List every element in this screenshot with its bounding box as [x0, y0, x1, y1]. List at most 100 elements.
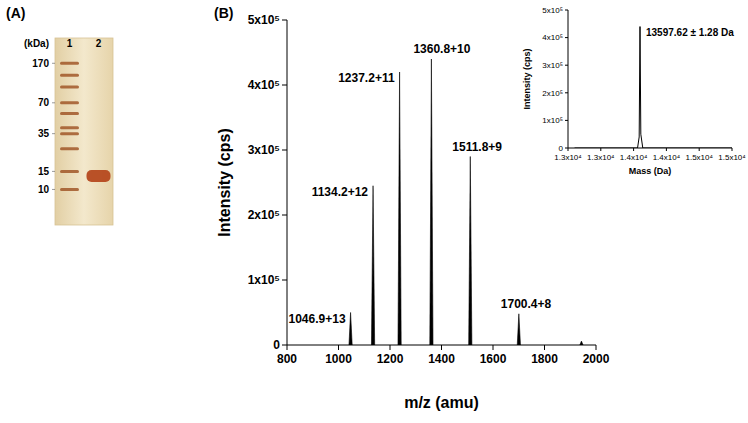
- tick-label: 0: [273, 338, 280, 352]
- tick-label: 5x10⁵: [248, 13, 280, 27]
- tick: [282, 20, 287, 21]
- tick: [282, 150, 287, 151]
- tick-label: 4x10⁵: [248, 78, 280, 92]
- tick-label: 2000: [583, 352, 610, 366]
- tick: [282, 345, 287, 346]
- tick-label: 1800: [531, 352, 558, 366]
- tick-label: 1000: [325, 352, 352, 366]
- tick: [338, 345, 339, 350]
- tick-label: 1.4x10⁴: [653, 153, 681, 162]
- trace: [575, 27, 732, 148]
- tick: [493, 345, 494, 350]
- tick-label: 1.4x10⁴: [620, 153, 648, 162]
- peak-label: 1134.2+12: [312, 185, 369, 199]
- tick-label: 0: [559, 144, 564, 153]
- y-axis: [568, 10, 569, 148]
- tick-label: 3x10⁵: [542, 61, 563, 70]
- peaks: [349, 59, 583, 345]
- tick: [52, 189, 55, 190]
- tick-label: 5x10⁵: [542, 6, 563, 15]
- lane-label: 2: [96, 38, 102, 49]
- tick-label: 800: [277, 352, 297, 366]
- tick: [287, 345, 288, 350]
- tick-label: 1400: [428, 352, 455, 366]
- tick-label: 1200: [377, 352, 404, 366]
- panel-label: (B): [214, 5, 233, 21]
- peak: [580, 341, 583, 345]
- tick: [732, 148, 733, 151]
- tick: [52, 63, 55, 64]
- tick: [565, 92, 568, 93]
- peak: [398, 72, 401, 345]
- axis-label: Mass (Da): [629, 166, 672, 176]
- band: [60, 170, 79, 173]
- tick-label: 2x10⁵: [542, 89, 563, 98]
- band: [60, 126, 79, 129]
- band: [60, 62, 79, 65]
- tick-label: 70: [38, 97, 50, 108]
- band: [60, 74, 79, 77]
- axis-label: Intensity (cps): [216, 128, 233, 236]
- tick-label: 3x10⁵: [248, 143, 280, 157]
- tick-label: 1.5x10⁴: [685, 153, 713, 162]
- peak-label: 1511.8+9: [452, 140, 502, 154]
- peak: [517, 314, 520, 345]
- tick: [565, 65, 568, 66]
- tick: [52, 133, 55, 134]
- band: [60, 132, 79, 135]
- tick-label: 35: [38, 128, 50, 139]
- tick: [544, 345, 545, 350]
- peak-label: 1046.9+13: [289, 312, 346, 326]
- peak-label: 1237.2+11: [338, 71, 395, 85]
- band: [60, 101, 79, 104]
- tick-label: 10: [38, 184, 50, 195]
- tick-label: 2x10⁵: [248, 208, 280, 222]
- peak: [371, 186, 374, 345]
- band: [60, 188, 79, 191]
- panel-label: (A): [6, 5, 25, 21]
- lane-label: 1: [67, 38, 73, 49]
- axis-label: m/z (amu): [404, 394, 479, 411]
- tick: [282, 85, 287, 86]
- tick: [565, 148, 568, 149]
- peak-label: 1360.8+10: [413, 42, 470, 56]
- tick: [600, 148, 601, 151]
- tick-label: 1.3x10⁴: [554, 153, 582, 162]
- band: [60, 147, 79, 150]
- tick: [565, 120, 568, 121]
- figure: (A) (kDa) 170 70 35 15 10 1 2 (B) 800 1000 1200 1400 1…: [0, 0, 748, 423]
- mass-trace: [575, 27, 732, 148]
- tick-label: 4x10⁵: [542, 33, 563, 42]
- tick-label: 1.5x10⁴: [718, 153, 746, 162]
- peak: [430, 59, 433, 345]
- tick-label: 1600: [480, 352, 507, 366]
- tick: [52, 171, 55, 172]
- tick-label: 1x10⁵: [248, 273, 280, 287]
- tick: [666, 148, 667, 151]
- axis-label: (kDa): [24, 38, 49, 49]
- band: [60, 85, 79, 88]
- tick: [565, 37, 568, 38]
- tick: [699, 148, 700, 151]
- bands: [60, 62, 111, 191]
- tick: [390, 345, 391, 350]
- tick: [441, 345, 442, 350]
- band: [87, 170, 111, 182]
- axis-label: Intensity (cps): [522, 48, 532, 109]
- peak-label: 1700.4+8: [501, 297, 552, 311]
- peak: [349, 313, 352, 346]
- y-axis: [287, 20, 288, 345]
- tick: [52, 102, 55, 103]
- annotation: 13597.62 ± 1.28 Da: [646, 27, 734, 38]
- tick: [282, 280, 287, 281]
- peak: [469, 157, 472, 346]
- gel: [55, 38, 113, 225]
- tick: [596, 345, 597, 350]
- tick: [282, 215, 287, 216]
- tick: [565, 10, 568, 11]
- tick: [633, 148, 634, 151]
- tick-label: 1x10⁵: [542, 116, 563, 125]
- tick-label: 170: [32, 58, 49, 69]
- tick-label: 15: [38, 166, 50, 177]
- band: [60, 112, 79, 115]
